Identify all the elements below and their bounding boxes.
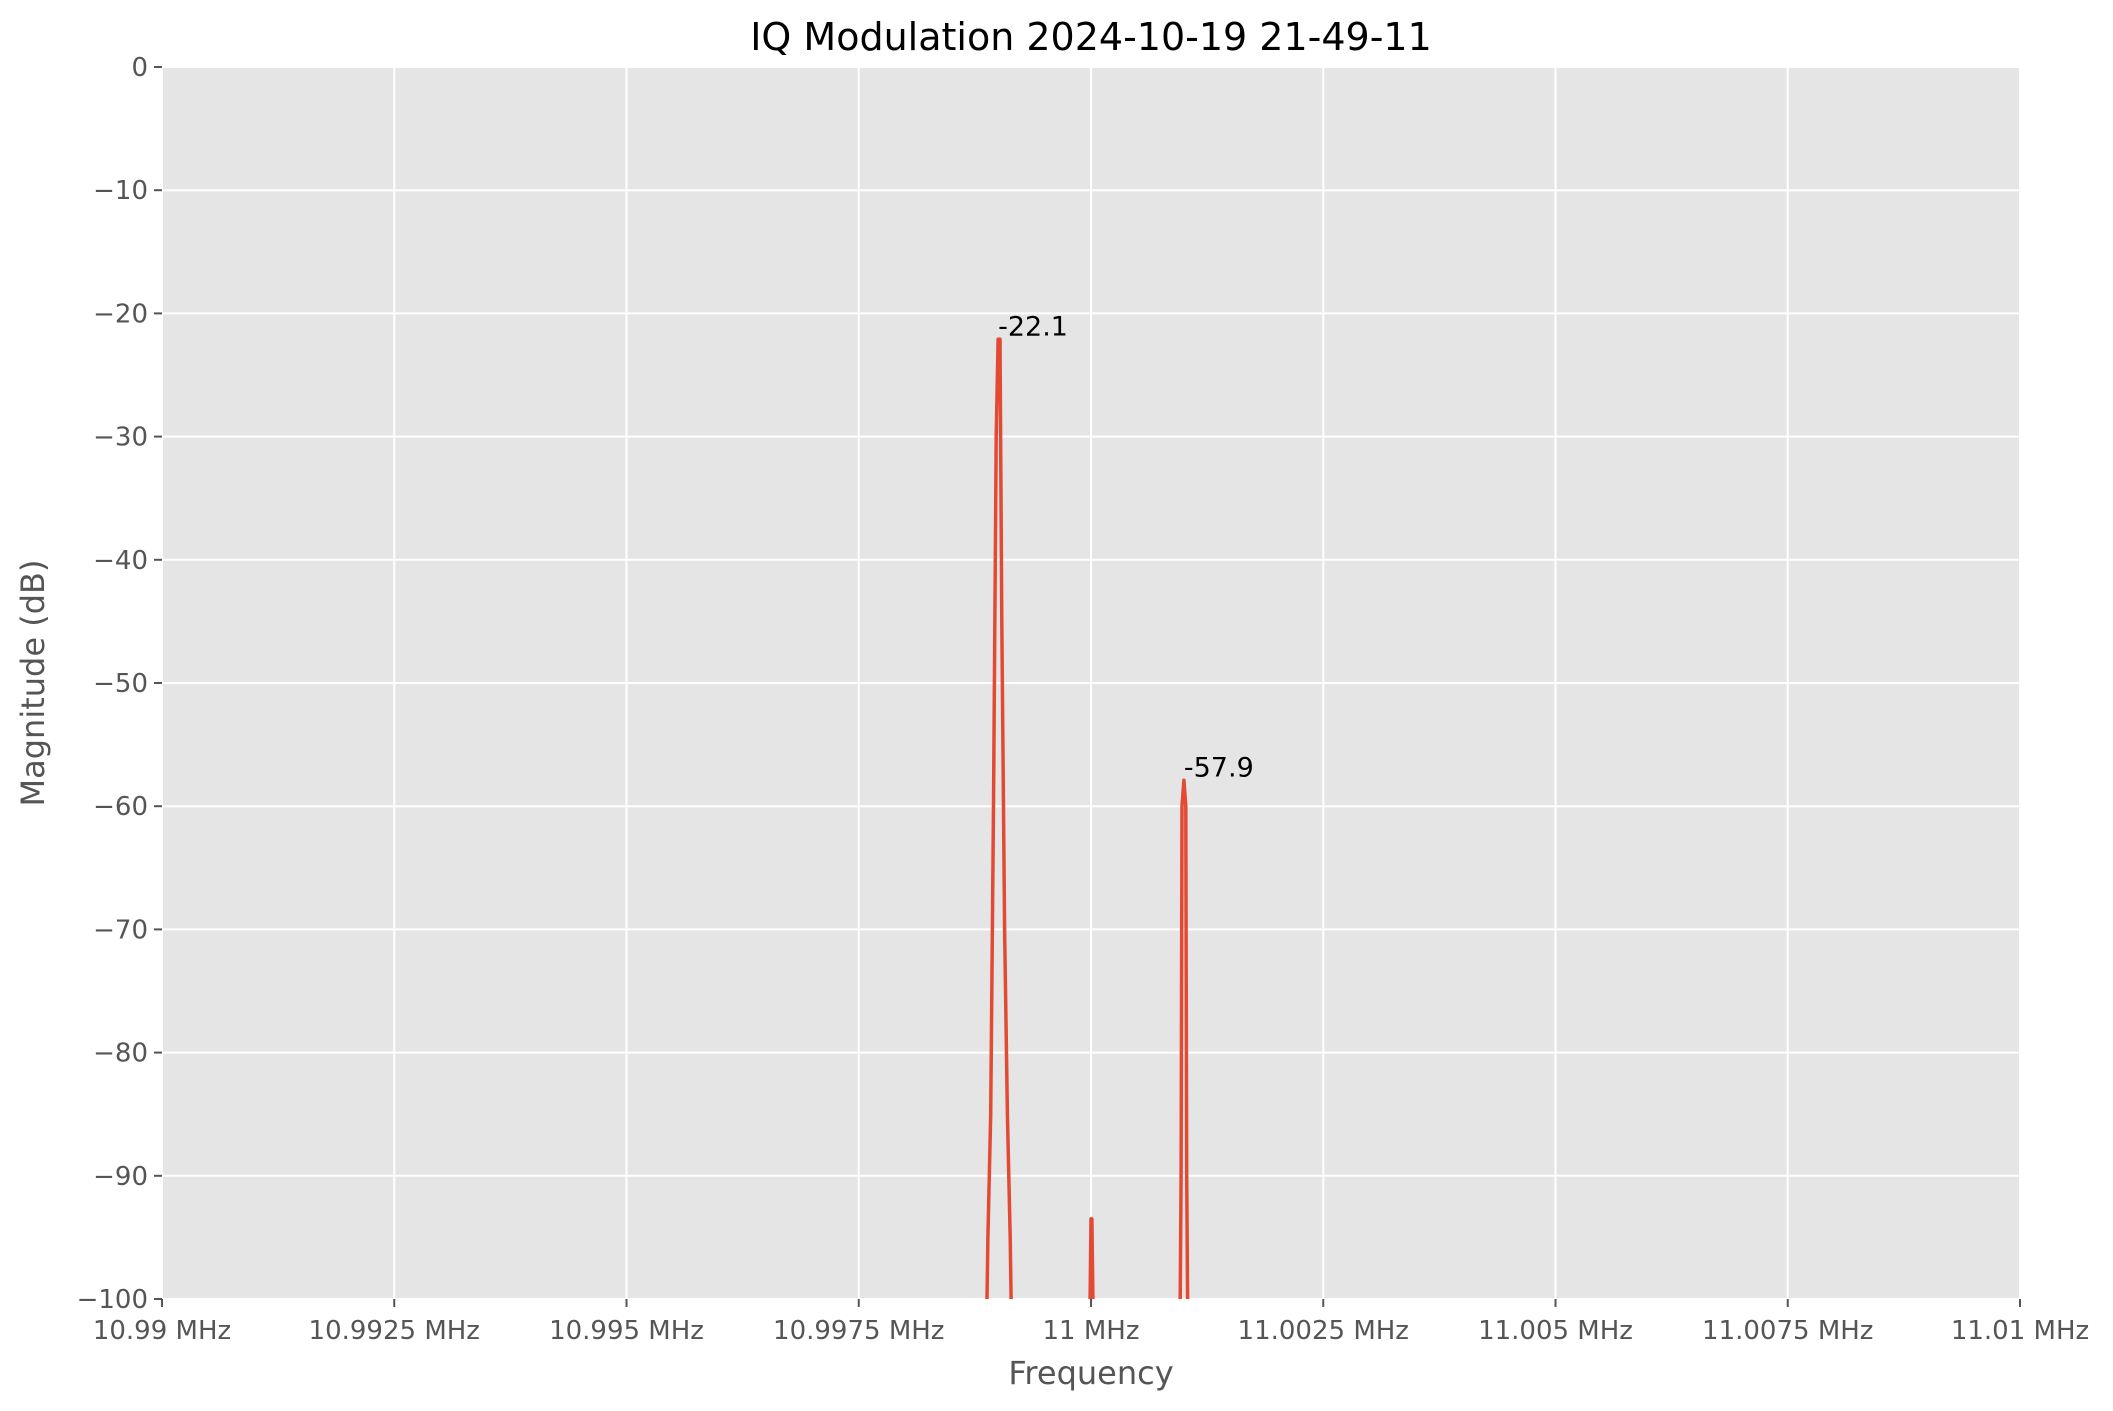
x-tick-label: 11 MHz bbox=[1043, 1316, 1140, 1346]
y-tick-label: −100 bbox=[77, 1285, 148, 1315]
y-tick-label: −80 bbox=[93, 1039, 148, 1069]
y-tick-label: −20 bbox=[93, 299, 148, 329]
x-tick-label: 10.9975 MHz bbox=[773, 1316, 944, 1346]
chart-title: IQ Modulation 2024-10-19 21-49-11 bbox=[750, 15, 1432, 59]
x-tick-label: 10.995 MHz bbox=[549, 1316, 704, 1346]
x-tick-label: 11.0025 MHz bbox=[1238, 1316, 1409, 1346]
annotations: -22.1 -57.9 bbox=[998, 311, 1254, 783]
y-tick-label: −30 bbox=[93, 423, 148, 453]
peak-annotation: -57.9 bbox=[1184, 752, 1254, 783]
y-tick-label: −90 bbox=[93, 1162, 148, 1192]
y-tick-label: −70 bbox=[93, 915, 148, 945]
x-axis-label: Frequency bbox=[1008, 1354, 1173, 1392]
y-tick-label: −10 bbox=[93, 176, 148, 206]
y-tick-label: 0 bbox=[131, 53, 148, 83]
series-line-center-spur bbox=[1088, 1217, 1095, 1300]
series-lines bbox=[985, 337, 1190, 1300]
x-tick-label: 11.005 MHz bbox=[1478, 1316, 1633, 1346]
x-tick-label: 10.99 MHz bbox=[93, 1316, 231, 1346]
grid-lines bbox=[161, 66, 2021, 1300]
x-tick-label: 11.01 MHz bbox=[1951, 1316, 2089, 1346]
y-tick-label: −40 bbox=[93, 546, 148, 576]
peak-annotation: -22.1 bbox=[998, 311, 1068, 342]
y-axis: 0 −10 −20 −30 −40 −50 −60 −70 −80 −90 −100 bbox=[77, 53, 162, 1315]
x-axis: 10.99 MHz 10.9925 MHz 10.995 MHz 10.9975 MH… bbox=[93, 1299, 2089, 1346]
series-line-main-peak bbox=[985, 337, 1013, 1300]
y-tick-label: −60 bbox=[93, 792, 148, 822]
y-axis-label: Magnitude (dB) bbox=[14, 560, 52, 807]
x-tick-label: 11.0075 MHz bbox=[1702, 1316, 1873, 1346]
y-tick-label: −50 bbox=[93, 669, 148, 699]
x-tick-label: 10.9925 MHz bbox=[309, 1316, 480, 1346]
series-line-image-peak bbox=[1178, 778, 1190, 1300]
